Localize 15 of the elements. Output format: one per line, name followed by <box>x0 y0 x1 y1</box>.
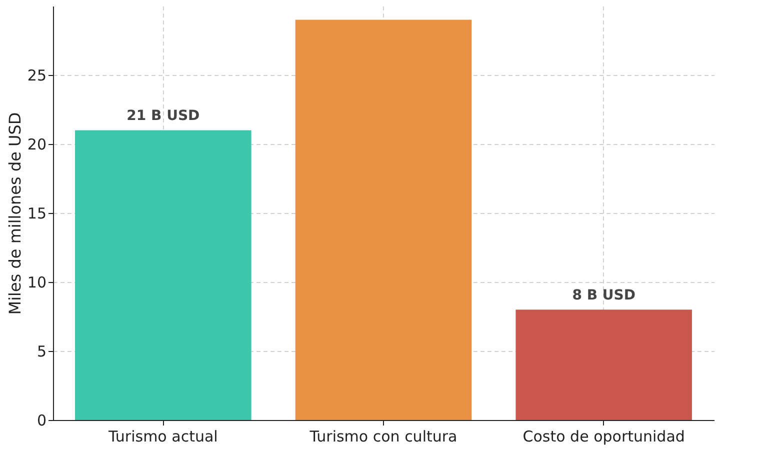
x-tick-label: Turismo actual <box>108 428 218 446</box>
data-label: 8 B USD <box>572 288 636 304</box>
y-tick-label: 10 <box>27 274 46 292</box>
x-tick-label: Costo de oportunidad <box>522 428 685 446</box>
y-tick-label: 15 <box>27 204 46 222</box>
y-tick-label: 25 <box>27 66 46 84</box>
x-tick-label: Turismo con cultura <box>308 428 458 446</box>
y-tick-label: 0 <box>36 412 46 430</box>
bar <box>75 130 252 420</box>
y-axis-title: Miles de millones de USD <box>5 112 24 315</box>
y-tick-label: 5 <box>36 342 46 360</box>
bar <box>295 20 472 420</box>
y-tick-label: 20 <box>27 136 46 154</box>
bar <box>516 310 692 420</box>
data-label: 21 B USD <box>126 108 200 124</box>
